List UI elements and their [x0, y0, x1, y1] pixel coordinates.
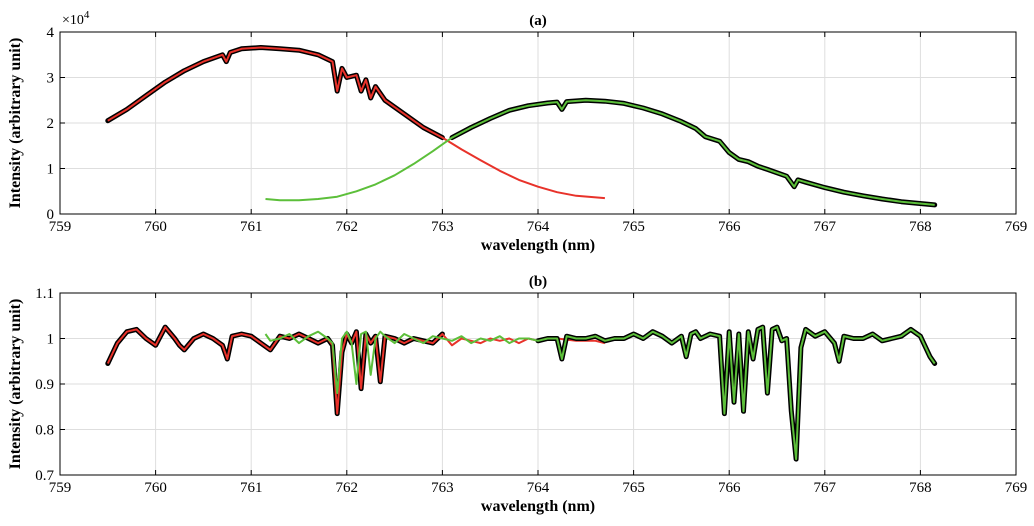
x-tick-label: 763	[431, 480, 454, 496]
panel-a: 759 760 761 762 763 764 765 766 767 768 769 0 1 2 3 4 ×1…	[7, 9, 1027, 254]
x-tick-label: 766	[718, 480, 741, 496]
x-tick-label: 760	[144, 480, 167, 496]
x-tick-label: 765	[622, 219, 645, 235]
x-tick-label: 764	[527, 219, 550, 235]
x-axis-label: wavelength (nm)	[481, 237, 595, 254]
y-tick-label: 4	[47, 25, 55, 41]
y-exponent-label: ×104	[62, 9, 90, 28]
series-line-green	[264, 326, 936, 461]
series-line-red	[106, 326, 606, 415]
series-outline-green	[449, 97, 938, 208]
x-tick-label: 765	[622, 480, 645, 496]
x-tick-label: 768	[909, 480, 932, 496]
panel-b: 759 760 761 762 763 764 765 766 767 768 769 0.7 0.8 0…	[7, 274, 1027, 515]
x-tick-label: 767	[814, 219, 837, 235]
x-tick-label: 763	[431, 219, 454, 235]
x-tick-label: 761	[240, 219, 263, 235]
x-tick-label: 766	[718, 219, 741, 235]
x-tick-label: 767	[814, 480, 837, 496]
x-tick-label: 768	[909, 219, 932, 235]
x-tick-label: 762	[336, 219, 359, 235]
y-tick-label: 1	[47, 162, 55, 178]
series-outline-green	[535, 324, 938, 462]
x-tick-label: 769	[1005, 480, 1028, 496]
y-tick-label: 1	[47, 332, 55, 348]
x-axis-label: wavelength (nm)	[481, 498, 595, 515]
x-tick-label: 759	[49, 480, 72, 496]
y-tick-label: 2	[47, 116, 55, 132]
y-tick-label: 0.9	[35, 377, 54, 393]
x-tick-label: 769	[1005, 219, 1028, 235]
series-line-green	[265, 99, 935, 206]
x-tick-label: 760	[144, 219, 167, 235]
y-tick-label: 1.1	[35, 286, 54, 302]
x-tick-label: 759	[49, 219, 72, 235]
x-tick-label: 764	[527, 480, 550, 496]
y-axis-label: Intensity (arbitrary unit)	[7, 38, 24, 209]
y-axis-label: Intensity (arbitrary unit)	[7, 299, 24, 470]
y-tick-label: 0.7	[35, 468, 54, 484]
x-tick-label: 762	[336, 480, 359, 496]
y-tick-label: 0.8	[35, 423, 54, 439]
panel-title: (a)	[529, 13, 547, 29]
y-tick-label: 0	[47, 207, 55, 223]
series-line-red	[107, 46, 605, 200]
x-tick-label: 761	[240, 480, 263, 496]
y-tick-label: 3	[47, 71, 55, 87]
panel-title: (b)	[529, 274, 547, 290]
series-outline-red	[105, 45, 445, 141]
